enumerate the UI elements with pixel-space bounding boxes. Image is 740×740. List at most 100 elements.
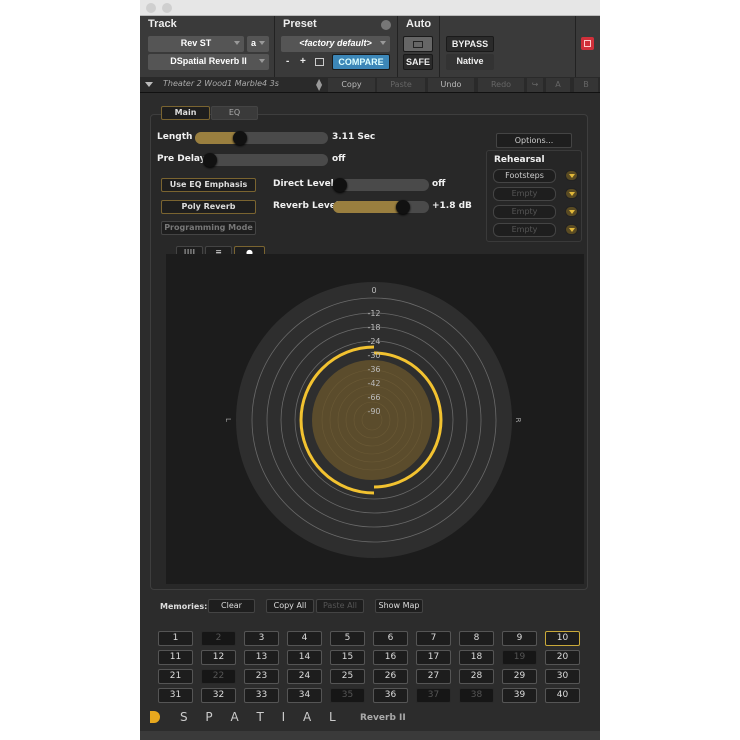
previous-preset-button[interactable]: - <box>286 56 290 67</box>
memory-slot[interactable]: 21 <box>158 669 193 684</box>
memory-slot[interactable]: 27 <box>416 669 451 684</box>
reverb-level-slider[interactable] <box>333 200 429 214</box>
memory-slot[interactable]: 2 <box>201 631 236 646</box>
compare-button[interactable]: COMPARE <box>332 54 390 70</box>
tab-main[interactable]: Main <box>161 106 210 120</box>
memory-slot[interactable]: 22 <box>201 669 236 684</box>
rehearsal-slot[interactable]: Empty <box>493 205 556 219</box>
automation-button[interactable] <box>403 36 433 52</box>
bypass-button[interactable]: BYPASS <box>446 36 494 52</box>
rehearsal-menu-icon[interactable] <box>565 224 578 235</box>
predelay-slider[interactable] <box>203 153 328 167</box>
memory-slot[interactable]: 33 <box>244 688 279 703</box>
predelay-knob[interactable] <box>203 153 217 167</box>
clear-memories-button[interactable]: Clear <box>208 599 255 613</box>
rehearsal-menu-icon[interactable] <box>565 206 578 217</box>
undo-button[interactable]: Undo <box>428 78 474 92</box>
memory-slot[interactable]: 17 <box>416 650 451 665</box>
memory-slot[interactable]: 31 <box>158 688 193 703</box>
safe-button[interactable]: SAFE <box>403 54 433 70</box>
ab-copy-icon[interactable]: ↪ <box>527 78 543 92</box>
options-button[interactable]: Options... <box>496 133 572 148</box>
paste-all-button[interactable]: Paste All <box>316 599 364 613</box>
copy-button[interactable]: Copy <box>328 78 375 92</box>
memory-slot[interactable]: 14 <box>287 650 322 665</box>
memory-slot[interactable]: 10 <box>545 631 580 646</box>
memory-slot[interactable]: 37 <box>416 688 451 703</box>
next-preset-button[interactable]: + <box>300 56 306 67</box>
memory-slot[interactable]: 36 <box>373 688 408 703</box>
memory-slot[interactable]: 29 <box>502 669 537 684</box>
memory-slot[interactable]: 1 <box>158 631 193 646</box>
memory-slot[interactable]: 15 <box>330 650 365 665</box>
memory-slot[interactable]: 6 <box>373 631 408 646</box>
memory-slot[interactable]: 13 <box>244 650 279 665</box>
meter-ring <box>266 312 482 528</box>
bottom-bar <box>140 731 600 740</box>
memory-slot[interactable]: 38 <box>459 688 494 703</box>
plugin-header: Track Preset Auto Rev ST a DSpatial Reve… <box>140 16 600 77</box>
length-slider[interactable] <box>195 131 328 145</box>
memory-slot[interactable]: 32 <box>201 688 236 703</box>
memory-slot[interactable]: 19 <box>502 650 537 665</box>
memory-slot[interactable]: 30 <box>545 669 580 684</box>
a-button[interactable]: A <box>546 78 570 92</box>
redo-button[interactable]: Redo <box>478 78 524 92</box>
memory-slot[interactable]: 34 <box>287 688 322 703</box>
memory-slot[interactable]: 8 <box>459 631 494 646</box>
rehearsal-menu-icon[interactable] <box>565 188 578 199</box>
left-level-arc <box>299 345 375 495</box>
preset-librarian-icon[interactable] <box>315 58 324 66</box>
copy-all-button[interactable]: Copy All <box>266 599 314 613</box>
target-button[interactable] <box>581 37 594 50</box>
memory-slot[interactable]: 26 <box>373 669 408 684</box>
memory-slot[interactable]: 4 <box>287 631 322 646</box>
programming-mode-button[interactable]: Programming Mode <box>161 221 256 235</box>
preset-menu-arrow-icon[interactable] <box>145 82 153 91</box>
memory-slot[interactable]: 3 <box>244 631 279 646</box>
rehearsal-title: Rehearsal <box>494 155 545 165</box>
memory-slot[interactable]: 23 <box>244 669 279 684</box>
memory-slot[interactable]: 20 <box>545 650 580 665</box>
poly-reverb-button[interactable]: Poly Reverb <box>161 200 256 214</box>
memory-slot[interactable]: 9 <box>502 631 537 646</box>
b-button[interactable]: B <box>574 78 598 92</box>
channel-selector[interactable]: a <box>247 36 269 52</box>
memory-slot[interactable]: 18 <box>459 650 494 665</box>
length-knob[interactable] <box>233 131 248 145</box>
memory-slot[interactable]: 5 <box>330 631 365 646</box>
track-selector[interactable]: Rev ST <box>148 36 244 52</box>
memory-slot[interactable]: 11 <box>158 650 193 665</box>
memory-slot[interactable]: 12 <box>201 650 236 665</box>
memory-slot[interactable]: 7 <box>416 631 451 646</box>
rehearsal-slot[interactable]: Footsteps <box>493 169 556 183</box>
memory-slot[interactable]: 40 <box>545 688 580 703</box>
reverb-level-knob[interactable] <box>396 200 411 214</box>
minimize-window-button[interactable] <box>162 3 172 13</box>
surround-meter: 0 -12 -18 -24 -30 -36 -42 -66 -90 L R <box>224 282 522 558</box>
rehearsal-slot[interactable]: Empty <box>493 223 556 237</box>
memory-slot[interactable]: 39 <box>502 688 537 703</box>
close-window-button[interactable] <box>146 3 156 13</box>
preset-file-name[interactable]: Theater 2 Wood1 Marble4 3s <box>163 79 279 88</box>
direct-level-knob[interactable] <box>333 178 347 192</box>
memory-slot[interactable]: 28 <box>459 669 494 684</box>
show-map-button[interactable]: Show Map <box>375 599 423 613</box>
divider <box>439 16 440 77</box>
meter-level-fill <box>312 360 432 480</box>
dspatial-logo: D <box>150 711 160 723</box>
memory-slot[interactable]: 16 <box>373 650 408 665</box>
use-eq-emphasis-button[interactable]: Use EQ Emphasis <box>161 178 256 192</box>
preset-stepper-icon[interactable]: ▲ ▼ <box>316 77 323 92</box>
rehearsal-slot[interactable]: Empty <box>493 187 556 201</box>
rehearsal-menu-icon[interactable] <box>565 170 578 181</box>
tab-eq[interactable]: EQ <box>211 106 258 120</box>
memory-slot[interactable]: 24 <box>287 669 322 684</box>
paste-button[interactable]: Paste <box>377 78 425 92</box>
direct-level-slider[interactable] <box>333 178 429 192</box>
preset-menu-icon[interactable] <box>381 20 391 30</box>
memory-slot[interactable]: 25 <box>330 669 365 684</box>
plugin-selector[interactable]: DSpatial Reverb II <box>148 54 269 70</box>
preset-selector[interactable]: <factory default> <box>281 36 390 52</box>
memory-slot[interactable]: 35 <box>330 688 365 703</box>
